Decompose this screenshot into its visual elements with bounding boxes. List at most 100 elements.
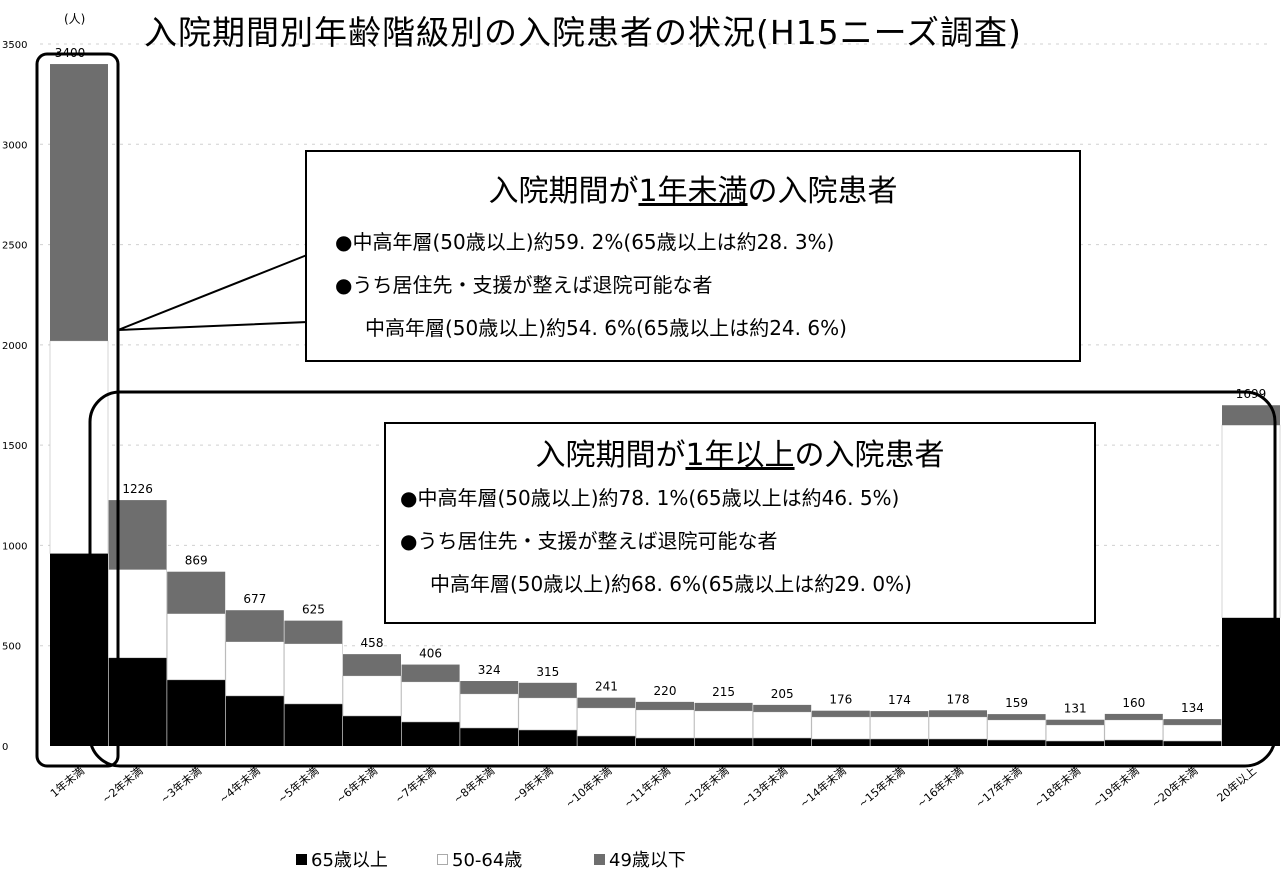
bar-segment-50-64 <box>459 693 519 729</box>
bar-segment-49under <box>987 714 1046 720</box>
y-tick-label: 3500 <box>2 40 27 51</box>
x-tick-label: ~11年未満 <box>621 764 673 811</box>
bar-segment-49under <box>636 701 694 710</box>
callout-over-1yr-line1: ●中高年層(50歳以上)約78. 1%(65歳以上は約46. 5%) <box>400 486 900 510</box>
bar-segment-49under <box>343 654 401 676</box>
bar-segment-65plus <box>753 737 812 746</box>
bar-segment-49under <box>1163 719 1222 725</box>
under-1yr-frame <box>35 52 120 768</box>
bar-segment-50-64 <box>401 681 460 723</box>
bar-total-label: 160 <box>1122 696 1145 710</box>
bar-segment-50-64 <box>811 716 871 740</box>
bar-segment-65plus <box>1046 740 1105 746</box>
over-1yr-frame <box>88 390 1277 768</box>
x-tick-label: ~14年未満 <box>797 764 849 811</box>
bar-total-label: 677 <box>243 592 266 606</box>
x-tick-label: ~12年未満 <box>679 764 731 811</box>
callout-under-1yr: 入院期間が1年未満の入院患者 ●中高年層(50歳以上)約59. 2%(65歳以上… <box>305 150 1081 362</box>
heading-suffix: の入院患者 <box>747 174 898 209</box>
bar-segment-49under <box>518 682 577 698</box>
x-tick-label: ~19年未満 <box>1090 764 1142 811</box>
y-tick-label: 2500 <box>2 241 27 252</box>
bar-segment-49under <box>577 697 636 708</box>
bar-segment-65plus <box>401 721 460 746</box>
bar-segment-65plus <box>870 738 929 746</box>
legend-swatch-65plus <box>296 854 307 865</box>
bar-segment-49under <box>753 704 812 712</box>
bar-segment-50-64 <box>1221 424 1281 618</box>
callout-under-1yr-line2: ●うち居住先・支援が整えば退院可能な者 <box>335 273 713 297</box>
bar-segment-49under <box>1222 405 1280 426</box>
y-tick-label: 500 <box>2 642 21 653</box>
bar-segment-65plus <box>987 739 1046 746</box>
bar-total-label: 178 <box>947 692 970 706</box>
bar-segment-50-64 <box>1104 719 1164 741</box>
bar-segment-50-64 <box>987 719 1046 741</box>
bar-segment-65plus <box>50 553 108 746</box>
x-axis: 1年未満 ~2年未満 ~3年未満 ~4年未満 ~5年未満 ~6年未満 ~7年未満 ~8年未満 ~… <box>47 764 1259 811</box>
heading-emphasis: 1年以上 <box>685 438 795 473</box>
callout-under-1yr-heading: 入院期間が1年未満の入院患者 <box>307 166 1079 210</box>
bar-segment-50-64 <box>928 716 988 740</box>
bar-segment-65plus <box>518 729 577 746</box>
x-tick-label: ~3年未満 <box>157 764 204 806</box>
x-tick-label: ~20年未満 <box>1148 764 1200 811</box>
x-tick-label: ~10年未満 <box>562 764 614 811</box>
bar-total-label: 625 <box>302 603 325 617</box>
bar-segment-65plus <box>694 737 753 746</box>
bar-total-label: 458 <box>361 636 384 650</box>
bar-segment-50-64 <box>870 716 929 740</box>
bar-segment-49under <box>694 702 753 711</box>
bar-segment-49under <box>284 620 343 644</box>
bar-segment-50-64 <box>577 707 636 737</box>
bar-segment-49under <box>811 710 870 717</box>
bar-total-label: 159 <box>1005 696 1028 710</box>
x-tick-label: ~18年未満 <box>1031 764 1083 811</box>
bar-segment-65plus <box>1104 739 1163 746</box>
y-tick-label: 1000 <box>2 541 27 552</box>
y-tick-label: 3000 <box>2 140 27 151</box>
legend-label-50-64: 50-64歳 <box>452 850 523 871</box>
bar-total-label: 176 <box>829 693 852 707</box>
bar-segment-49under <box>460 681 519 694</box>
callout-under-1yr-line1: ●中高年層(50歳以上)約59. 2%(65歳以上は約28. 3%) <box>335 230 835 254</box>
bar-total-label: 869 <box>185 554 208 568</box>
bar-total-label: 315 <box>536 665 559 679</box>
bar-segment-65plus <box>225 695 284 746</box>
bar-total-label: 205 <box>771 687 794 701</box>
bar-total-label: 215 <box>712 685 735 699</box>
bar-segment-50-64 <box>518 697 578 731</box>
bar-segment-49under <box>167 571 226 614</box>
bar-segment-49under <box>225 610 284 642</box>
bar-segment-65plus <box>929 738 987 746</box>
bar-segment-49under <box>1104 713 1163 720</box>
x-tick-label: ~15年未満 <box>855 764 907 811</box>
bar-total-label: 131 <box>1064 702 1087 716</box>
y-axis: 0 500 1000 1500 2000 2500 3000 3500 <box>2 40 27 753</box>
x-tick-label: ~17年未満 <box>972 764 1024 811</box>
callout-pointer <box>117 253 308 331</box>
x-tick-label: ~8年未満 <box>450 764 497 806</box>
bar-segment-50-64 <box>49 340 109 554</box>
bar-segment-65plus <box>577 735 636 746</box>
y-tick-label: 0 <box>2 742 8 753</box>
heading-prefix: 入院期間が <box>488 174 639 209</box>
bar-segment-50-64 <box>284 643 343 705</box>
bar-segment-65plus <box>1163 740 1222 746</box>
bar-segment-65plus <box>343 715 401 746</box>
bar-segment-65plus <box>1222 617 1280 746</box>
x-tick-label: 1年未満 <box>47 764 87 800</box>
bar-segment-50-64 <box>1045 724 1105 742</box>
x-tick-label: ~5年未満 <box>275 764 322 806</box>
bar-segment-50-64 <box>225 641 285 697</box>
x-tick-label: 20年以上 <box>1214 764 1259 805</box>
bar-segment-50-64 <box>694 710 753 739</box>
bar-total-label: 1226 <box>122 482 153 496</box>
bar-segment-50-64 <box>635 709 695 739</box>
y-tick-label: 1500 <box>2 441 27 452</box>
y-axis-unit: (人) <box>64 12 86 26</box>
bar-segment-49under <box>50 64 108 341</box>
x-tick-label: ~4年未満 <box>216 764 263 806</box>
bar-segment-65plus <box>636 737 694 746</box>
legend-label-65plus: 65歳以上 <box>311 850 388 871</box>
